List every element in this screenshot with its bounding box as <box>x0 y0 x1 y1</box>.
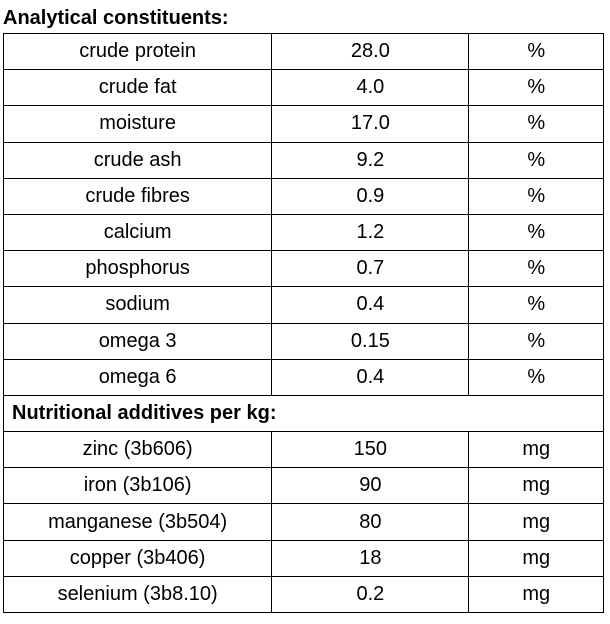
table-row: calcium 1.2% <box>2 213 604 252</box>
nutrient-name: crude fibres <box>2 177 273 215</box>
nutrient-unit: % <box>468 177 604 215</box>
nutrient-unit: mg <box>468 431 604 469</box>
nutrient-unit: % <box>468 286 604 324</box>
nutrient-unit: % <box>468 32 604 71</box>
nutrient-name: moisture <box>2 105 273 143</box>
nutrient-unit: % <box>468 250 604 288</box>
table-row: crude fibres 0.9% <box>2 177 604 215</box>
nutrient-name: sodium <box>2 286 273 324</box>
table-row: omega 3 0.15% <box>2 322 604 360</box>
nutrient-amount: 28.0 <box>271 32 470 71</box>
subheading-row: Nutritional additives per kg: <box>3 394 604 433</box>
nutrient-amount: 1.2 <box>271 213 470 252</box>
nutrient-name: crude ash <box>2 141 273 179</box>
nutrient-unit: mg <box>468 467 604 505</box>
nutrient-name: calcium <box>2 213 273 252</box>
nutrient-name: crude fat <box>2 69 273 107</box>
table-row: iron (3b106) 90 mg <box>2 467 604 505</box>
nutrient-amount: 9.2 <box>271 141 470 179</box>
table-row: omega 6 0.4% <box>2 358 604 396</box>
table-row: crude fat 4.0% <box>2 69 604 107</box>
nutrient-unit: mg <box>468 503 604 541</box>
table-row: phosphorus 0.7% <box>2 250 604 288</box>
table-row: copper (3b406) 18 mg <box>2 539 604 577</box>
subheading: Nutritional additives per kg: <box>3 394 604 433</box>
nutrient-amount: 18 <box>271 539 470 577</box>
nutrient-amount: 90 <box>271 467 470 505</box>
nutrient-amount: 0.2 <box>271 575 470 614</box>
table-row: zinc (3b606) 150 mg <box>2 431 604 469</box>
nutrient-name: selenium (3b8.10) <box>2 575 273 614</box>
table-body: crude protein 28.0% crude fat 4.0% moisture 1… <box>2 32 604 614</box>
nutrient-name: omega 6 <box>2 358 273 396</box>
section-title: Analytical constituents: <box>3 7 229 29</box>
nutrient-amount: 17.0 <box>271 105 470 143</box>
nutrient-unit: % <box>468 213 604 252</box>
nutrient-unit: mg <box>468 539 604 577</box>
nutrient-name: zinc (3b606) <box>2 431 273 469</box>
nutrient-amount: 0.9 <box>271 177 470 215</box>
nutrient-unit: % <box>468 105 604 143</box>
nutrient-name: crude protein <box>2 32 273 71</box>
nutrient-unit: % <box>468 358 604 396</box>
nutrient-name: omega 3 <box>2 322 273 360</box>
nutrient-amount: 4.0 <box>271 69 470 107</box>
table-row: selenium (3b8.10) 0.2 mg <box>2 575 604 614</box>
nutrient-amount: 150 <box>271 431 470 469</box>
nutrient-name: manganese (3b504) <box>2 503 273 541</box>
nutrient-amount: 0.7 <box>271 250 470 288</box>
nutrient-name: copper (3b406) <box>2 539 273 577</box>
nutrient-unit: % <box>468 69 604 107</box>
nutrient-unit: % <box>468 141 604 179</box>
nutrient-name: iron (3b106) <box>2 467 273 505</box>
table-row: sodium 0.4% <box>2 286 604 324</box>
nutrient-amount: 80 <box>271 503 470 541</box>
table-row: crude protein 28.0% <box>2 32 604 71</box>
nutrient-amount: 0.15 <box>271 322 470 360</box>
table-row: moisture 17.0% <box>2 105 604 143</box>
nutrient-unit: % <box>468 322 604 360</box>
table-row: crude ash 9.2% <box>2 141 604 179</box>
nutrient-amount: 0.4 <box>271 358 470 396</box>
nutrient-amount: 0.4 <box>271 286 470 324</box>
nutrient-name: phosphorus <box>2 250 273 288</box>
nutrient-unit: mg <box>468 575 604 614</box>
nutrition-table: crude protein 28.0% crude fat 4.0% moisture 1… <box>2 32 604 614</box>
table-row: manganese (3b504) 80 mg <box>2 503 604 541</box>
